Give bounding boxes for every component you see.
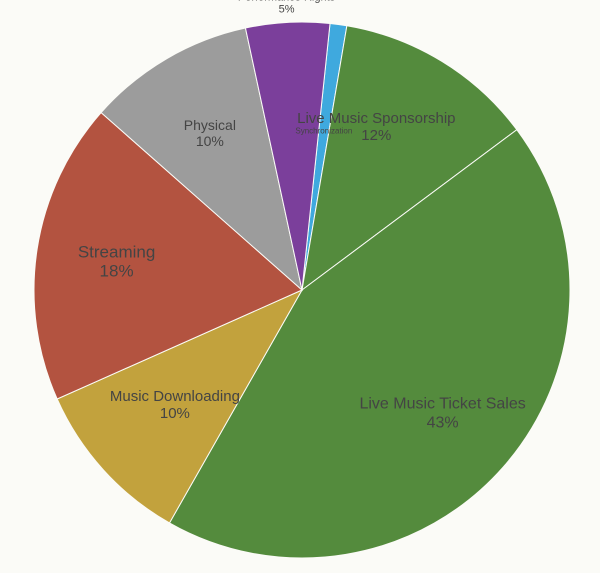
pie-chart: SynchronizationLive Music Sponsorship12%…: [0, 0, 600, 573]
pie-svg: [0, 0, 600, 573]
